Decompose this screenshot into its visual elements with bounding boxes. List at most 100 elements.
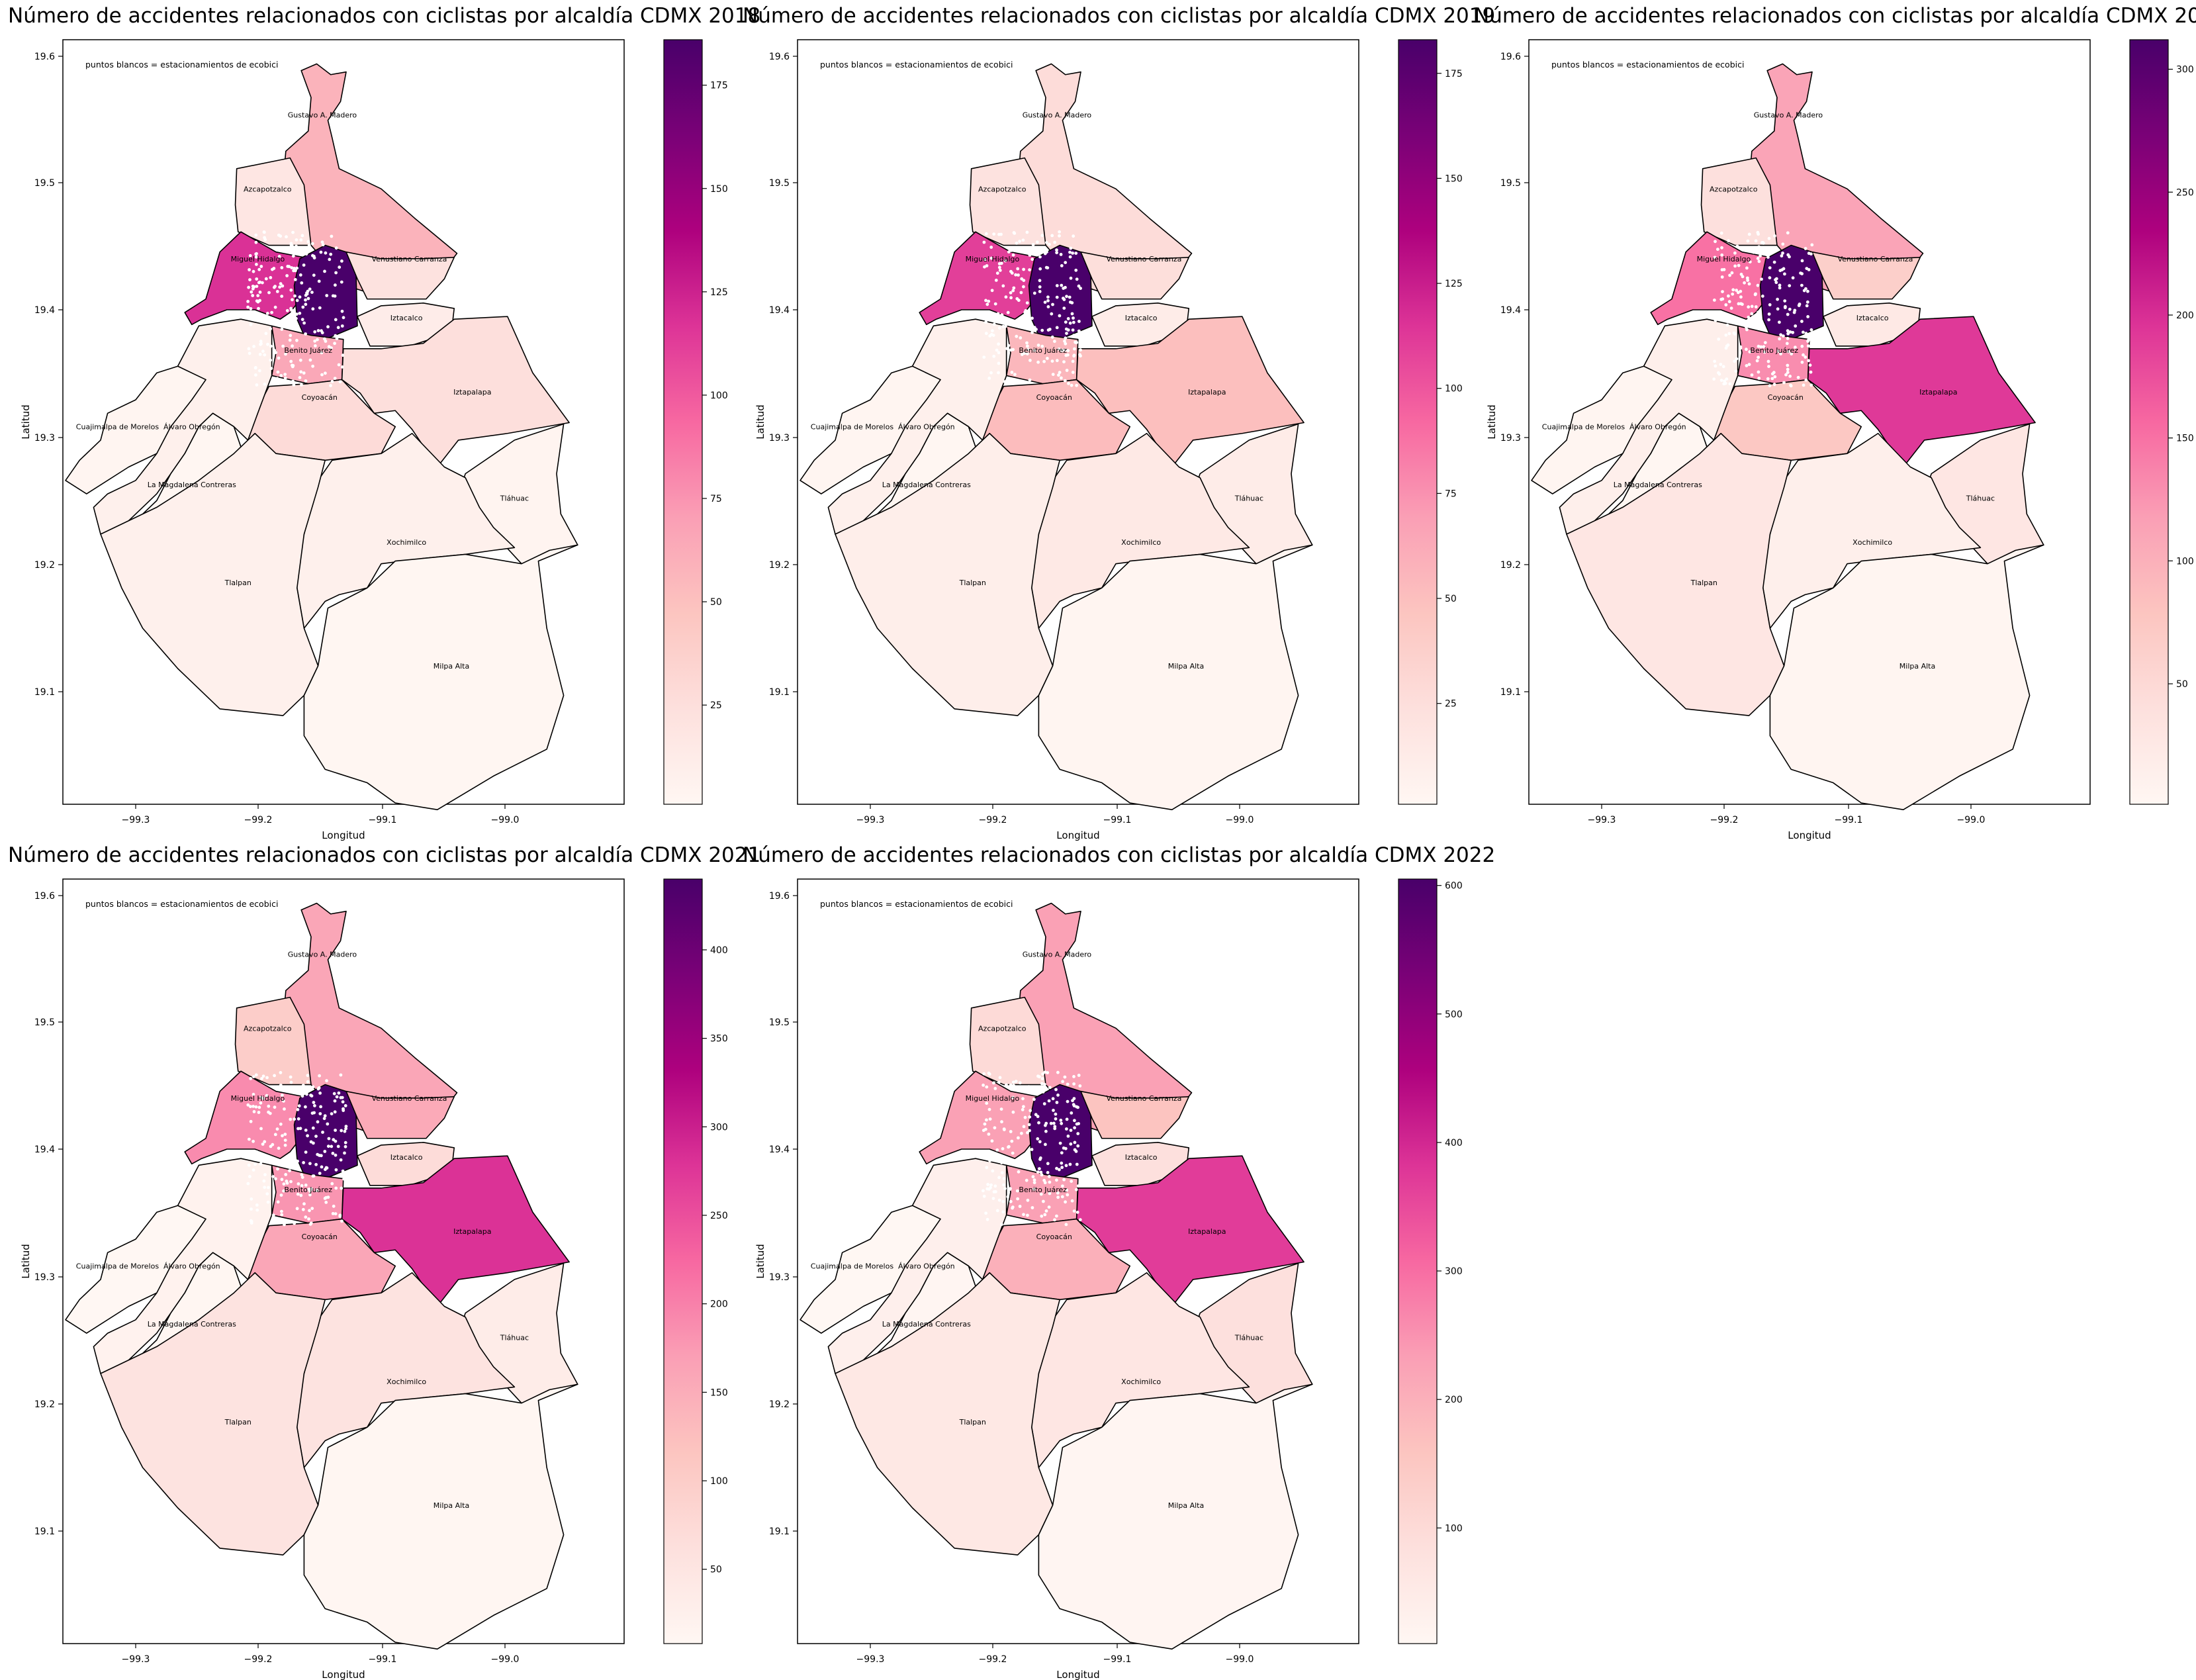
ecobici-dot [323, 270, 326, 273]
label-miguel-hidalgo: Miguel Hidalgo [1697, 255, 1751, 263]
ecobici-dot [1059, 1119, 1062, 1122]
ecobici-dot [314, 1163, 318, 1166]
ecobici-dot [985, 232, 988, 236]
colorbar-tick-label: 500 [1445, 1009, 1463, 1020]
ecobici-dot [267, 1111, 270, 1114]
ecobici-dot [1030, 257, 1034, 261]
ecobici-dot [302, 322, 306, 325]
ecobici-dot [1013, 231, 1016, 234]
ecobici-dot [328, 1137, 331, 1141]
colorbar-tick-label: 200 [2176, 310, 2194, 321]
ecobici-dot [295, 238, 298, 242]
ecobici-dot [289, 334, 292, 337]
ecobici-dot [1729, 383, 1732, 386]
ecobici-dot [997, 1176, 1001, 1180]
ecobici-dot [1044, 1143, 1047, 1146]
ecobici-dot [1042, 1179, 1046, 1182]
ecobici-dot [1780, 254, 1784, 257]
ecobici-dot [316, 1153, 319, 1156]
ecobici-dot [1012, 287, 1015, 290]
ecobici-dot [1799, 271, 1802, 275]
ecobici-dot [320, 1166, 324, 1169]
ecobici-dot [1073, 1119, 1076, 1122]
ecobici-dot [318, 1172, 322, 1175]
ecobici-dot [270, 311, 273, 314]
ecobici-dot [250, 1120, 253, 1123]
ecobici-dot [987, 377, 991, 380]
label-coyoacan: Coyoacán [302, 393, 338, 402]
label-tlalpan: Tlalpan [959, 1418, 986, 1426]
ecobici-dot [1050, 1122, 1053, 1125]
ecobici-dot [341, 310, 344, 313]
ecobici-dot [1745, 364, 1749, 367]
ecobici-dot [277, 1146, 281, 1150]
ecobici-dot [1731, 271, 1734, 275]
ecobici-dot [299, 359, 302, 362]
label-gam: Gustavo A. Madero [288, 951, 357, 959]
y-axis-label: Latitud [755, 1244, 766, 1279]
x-tick-label: −99.0 [491, 815, 520, 825]
ecobici-dot [1070, 384, 1074, 387]
ecobici-dot [279, 1123, 283, 1126]
ecobici-dot [1036, 1137, 1039, 1141]
ecobici-dot [997, 351, 1001, 354]
y-tick-label: 19.2 [769, 560, 790, 571]
ecobici-dot [1806, 315, 1809, 318]
ecobici-dot [1731, 293, 1734, 296]
ecobici-dot [1722, 365, 1725, 368]
ecobici-dot [307, 246, 310, 249]
ecobici-dot [306, 1080, 310, 1084]
ecobici-dot [1788, 308, 1792, 311]
ecobici-dot [263, 383, 267, 386]
label-gam: Gustavo A. Madero [1754, 111, 1823, 120]
ecobici-dot [344, 1141, 347, 1144]
ecobici-dot [1024, 1116, 1027, 1119]
ecobici-dot [1809, 363, 1812, 367]
label-tlahuac: Tláhuac [500, 1333, 529, 1342]
ecobici-dot [309, 1094, 312, 1097]
x-tick-label: −99.2 [244, 815, 273, 825]
ecobici-dot [1727, 344, 1730, 347]
ecobici-dot [988, 1159, 991, 1162]
ecobici-dot [1019, 1205, 1022, 1208]
ecobici-dot [273, 349, 276, 352]
ecobici-dot [1773, 383, 1776, 386]
ecobici-dot [301, 1176, 304, 1179]
map-panel-3: Número de accidentes relacionados con ci… [1466, 0, 2194, 841]
region-cuauhtemoc [1029, 1085, 1092, 1179]
ecobici-dot [1766, 377, 1770, 381]
colorbar-tick-label: 100 [710, 1476, 728, 1487]
colorbar-tick-label: 400 [710, 945, 728, 956]
x-tick-label: −99.2 [979, 1654, 1007, 1665]
ecobici-dot [1809, 383, 1813, 387]
ecobici-dot [1800, 320, 1804, 323]
map-svg: Azcapotzalco Gustavo A. Madero Miguel Hida… [1466, 0, 2194, 841]
ecobici-dot [1055, 248, 1058, 252]
ecobici-dot [997, 342, 1000, 346]
ecobici-dot [246, 306, 250, 309]
ecobici-dot [309, 359, 312, 362]
ecobici-dot [305, 252, 308, 256]
ecobici-dot [289, 360, 293, 363]
ecobici-dot [1801, 259, 1804, 263]
ecobici-dot [1790, 385, 1793, 388]
ecobici-dot [1056, 359, 1059, 362]
ecobici-dot [1069, 256, 1072, 259]
label-magdalena: La Magdalena Contreras [882, 481, 971, 489]
ecobici-dot [301, 1094, 304, 1097]
ecobici-dot [1768, 266, 1772, 269]
label-iztacalco: Iztacalco [1125, 314, 1158, 322]
map-svg: Azcapotzalco Gustavo A. Madero Miguel Hida… [735, 839, 1463, 1680]
label-venustiano: Venustiano Carranza [1106, 255, 1181, 263]
ecobici-dot [288, 1169, 291, 1172]
ecobici-dot [1040, 234, 1044, 237]
colorbar-tick-label: 600 [1445, 881, 1463, 892]
label-xochimilco: Xochimilco [1121, 1377, 1161, 1386]
ecobici-dot [246, 1182, 250, 1186]
ecobici-dot [991, 1139, 994, 1143]
ecobici-dot [330, 235, 334, 238]
ecobici-dot [1761, 241, 1764, 244]
ecobici-dot [1714, 365, 1717, 368]
y-tick-label: 19.6 [769, 52, 790, 62]
ecobici-dot [330, 1145, 333, 1148]
